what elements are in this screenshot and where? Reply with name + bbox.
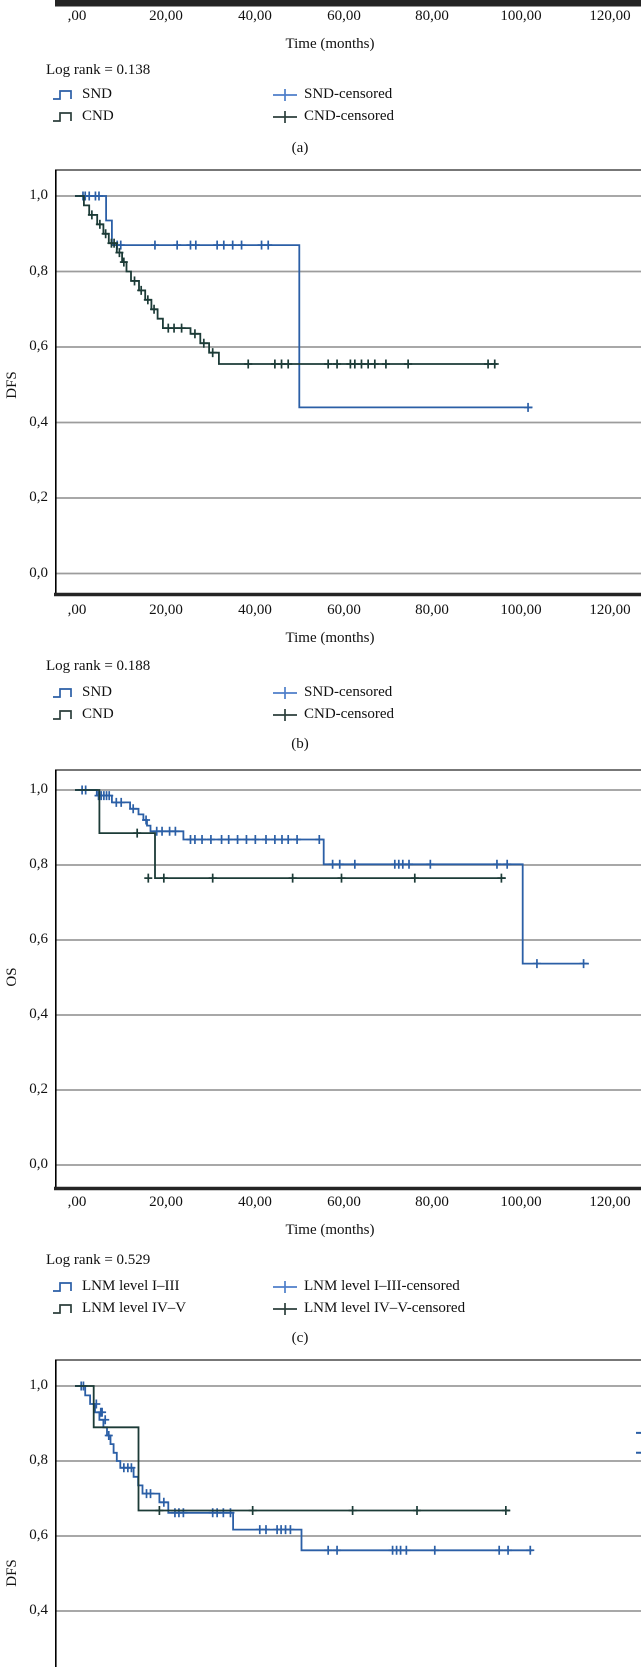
legend-row: CND CND-censored <box>0 108 641 126</box>
x-tick-label: 40,00 <box>238 8 272 24</box>
y-tick-label: 0,4 <box>29 1006 48 1022</box>
x-tick-label: 80,00 <box>415 8 449 24</box>
x-tick-label: 40,00 <box>238 1194 272 1210</box>
x-tick-label: 20,00 <box>149 602 183 618</box>
censored-plus-glyph-icon <box>273 709 297 721</box>
y-tick-label: 0,6 <box>29 931 48 947</box>
x-tick-label: ,00 <box>67 8 87 24</box>
legend-label: CND <box>82 108 114 124</box>
x-axis-title: Time (months) <box>285 630 375 646</box>
log-rank-value: Log rank = 0.188 <box>46 658 151 674</box>
legend-label: CND <box>82 706 114 722</box>
step-line-glyph-icon <box>53 1304 72 1314</box>
x-tick-label: 100,00 <box>500 8 542 24</box>
panel-caption: (c) <box>291 1330 309 1346</box>
legend-label: SND-censored <box>304 684 393 700</box>
panel-caption: (a) <box>291 140 309 156</box>
km-curve-LNM level IV–V <box>75 1385 511 1512</box>
legend-row: CND CND-censored <box>0 706 641 724</box>
y-tick-label: 0,2 <box>29 489 48 505</box>
legend-label: SND-censored <box>304 86 393 102</box>
panel-caption: (b) <box>291 736 309 752</box>
x-tick-label: 120,00 <box>589 602 631 618</box>
x-tick-label: 120,00 <box>589 1194 631 1210</box>
step-line-glyph-icon <box>53 90 72 100</box>
km-curve-LNM level I–III <box>75 1385 533 1552</box>
legend-label: CND-censored <box>304 706 394 722</box>
x-tick-label: ,00 <box>67 1194 87 1210</box>
legend-label: SND <box>82 684 113 700</box>
censored-plus-glyph-icon <box>273 1281 297 1293</box>
x-axis-title: Time (months) <box>285 36 375 52</box>
km-curve-LNM level I–III <box>75 789 589 965</box>
legend-label: LNM level IV–V <box>82 1300 187 1316</box>
x-tick-label: 60,00 <box>327 8 361 24</box>
step-line-glyph-icon <box>53 112 72 122</box>
censored-plus-glyph-icon <box>273 1303 297 1315</box>
x-tick-label: 60,00 <box>327 602 361 618</box>
y-tick-label: 1,0 <box>29 187 48 203</box>
x-tick-label: 80,00 <box>415 1194 449 1210</box>
x-tick-label: 80,00 <box>415 602 449 618</box>
legend-label: SND <box>82 86 113 102</box>
legend-label: LNM level IV–V-censored <box>304 1300 466 1316</box>
legend-label: CND-censored <box>304 108 394 124</box>
legend-row: SND SND-censored <box>0 86 641 104</box>
legend-row: SND SND-censored <box>0 684 641 702</box>
y-tick-label: 1,0 <box>29 781 48 797</box>
censored-plus-glyph-icon <box>273 687 297 699</box>
y-tick-label: 0,0 <box>29 1156 48 1172</box>
y-tick-label: 0,4 <box>29 414 48 430</box>
legend-row: LNM level IV–V LNM level IV–V-censored <box>0 1300 641 1318</box>
km-curve-CND <box>75 195 497 365</box>
legend-row: LNM level I–III LNM level I–III-censored <box>0 1278 641 1296</box>
censored-plus-glyph-icon <box>273 111 297 123</box>
y-tick-label: 0,8 <box>29 856 48 872</box>
x-tick-label: 20,00 <box>149 1194 183 1210</box>
x-tick-label: 40,00 <box>238 602 272 618</box>
y-tick-label: 0,2 <box>29 1081 48 1097</box>
y-tick-label: 0,0 <box>29 565 48 581</box>
y-tick-label: 1,0 <box>29 1377 48 1393</box>
y-axis-title: OS <box>4 967 20 987</box>
x-tick-label: 120,00 <box>589 8 631 24</box>
x-tick-label: 100,00 <box>500 1194 542 1210</box>
km-curve-SND <box>75 195 533 409</box>
y-tick-label: 0,6 <box>29 338 48 354</box>
y-tick-label: 0,6 <box>29 1527 48 1543</box>
censored-plus-glyph-icon <box>273 89 297 101</box>
step-line-glyph-icon <box>53 710 72 720</box>
log-rank-value: Log rank = 0.138 <box>46 62 151 78</box>
x-axis-title: Time (months) <box>285 1222 375 1238</box>
legend-label: LNM level I–III-censored <box>304 1278 460 1294</box>
y-tick-label: 0,8 <box>29 263 48 279</box>
legend-label: LNM level I–III <box>82 1278 180 1294</box>
x-tick-label: 20,00 <box>149 8 183 24</box>
step-line-glyph-icon <box>53 688 72 698</box>
log-rank-value: Log rank = 0.529 <box>46 1252 151 1268</box>
y-axis-title: DFS <box>4 371 20 399</box>
y-tick-label: 0,4 <box>29 1602 48 1618</box>
x-tick-label: 100,00 <box>500 602 542 618</box>
x-tick-label: ,00 <box>67 602 87 618</box>
y-axis-title: DFS <box>4 1559 20 1587</box>
x-tick-label: 60,00 <box>327 1194 361 1210</box>
panel-a-bottom-axis <box>55 0 641 7</box>
step-line-glyph-icon <box>53 1282 72 1292</box>
y-tick-label: 0,8 <box>29 1452 48 1468</box>
